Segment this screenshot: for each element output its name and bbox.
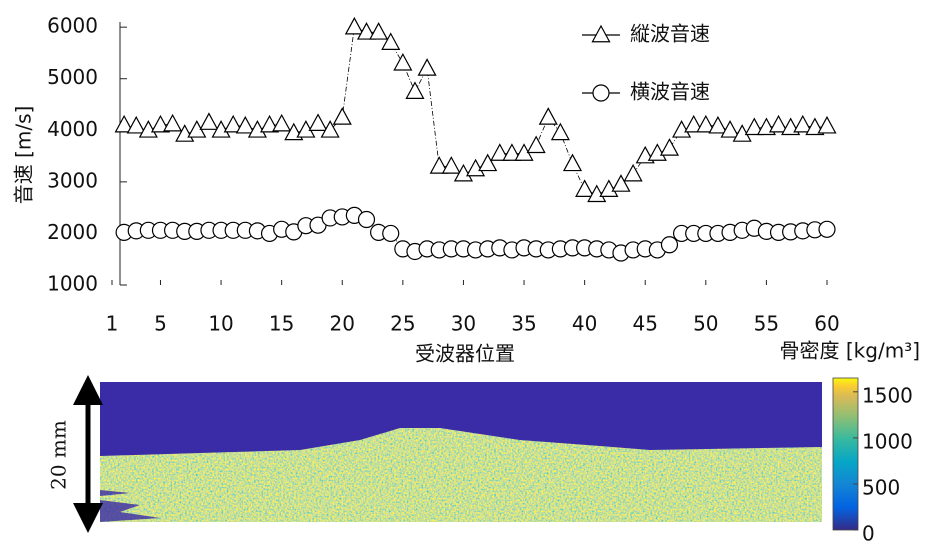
y-tick-label: 4000: [47, 117, 98, 141]
legend-label: 縦波音速: [630, 22, 710, 46]
y-tick-label: 6000: [47, 14, 98, 38]
colorbar-tick-label: 0: [862, 522, 875, 546]
x-tick-label: 40: [572, 312, 597, 336]
data-point: [273, 115, 290, 131]
data-point: [419, 59, 436, 75]
colorbar-label: 骨密度 [kg/m³]: [780, 339, 920, 363]
x-tick-label: 5: [154, 312, 167, 336]
x-tick-label: 60: [814, 312, 839, 336]
legend-label: 横波音速: [630, 80, 710, 104]
colorbar-tick-label: 1500: [862, 383, 913, 407]
data-point: [164, 115, 181, 131]
data-point: [564, 155, 581, 171]
x-tick-label: 50: [693, 312, 718, 336]
data-point: [394, 54, 411, 70]
legend-marker: [593, 85, 609, 101]
data-point: [346, 18, 363, 34]
figure: 1000200030004000500060001510152025303540…: [0, 0, 925, 546]
data-point: [237, 117, 254, 133]
scale-label: 20 mm: [47, 420, 71, 490]
x-axis-label: 受波器位置: [415, 342, 515, 366]
data-point: [128, 117, 145, 133]
data-point: [370, 23, 387, 39]
data-point: [406, 83, 423, 99]
data-point: [383, 225, 399, 241]
x-tick-label: 55: [754, 312, 779, 336]
x-tick-label: 20: [330, 312, 355, 336]
data-point: [661, 139, 678, 155]
data-point: [540, 108, 557, 124]
data-point: [309, 115, 326, 131]
legend-marker: [592, 26, 609, 42]
data-point: [661, 237, 677, 253]
data-point: [334, 108, 351, 124]
x-tick-label: 10: [208, 312, 233, 336]
y-tick-label: 1000: [47, 272, 98, 296]
colorbar: [833, 378, 858, 530]
data-point: [818, 117, 835, 133]
data-point: [443, 157, 460, 173]
x-tick-label: 30: [451, 312, 476, 336]
x-tick-label: 35: [511, 312, 536, 336]
data-point: [358, 212, 374, 228]
y-tick-label: 5000: [47, 65, 98, 89]
x-tick-label: 15: [269, 312, 294, 336]
data-point: [576, 181, 593, 197]
y-axis-label: 音速 [m/s]: [12, 106, 36, 205]
colorbar-tick-label: 1000: [862, 429, 913, 453]
x-tick-label: 1: [106, 312, 119, 336]
x-tick-label: 45: [632, 312, 657, 336]
y-tick-label: 2000: [47, 220, 98, 244]
x-tick-label: 25: [390, 312, 415, 336]
data-point: [528, 137, 545, 153]
page: {"chart_data": [ {"type": "line", "x": […: [0, 0, 925, 546]
colorbar-tick-label: 500: [862, 475, 900, 499]
y-tick-label: 3000: [47, 168, 98, 192]
data-point: [552, 124, 569, 140]
data-point: [200, 114, 217, 130]
data-point: [625, 165, 642, 181]
data-point: [819, 221, 835, 237]
data-point: [709, 117, 726, 133]
